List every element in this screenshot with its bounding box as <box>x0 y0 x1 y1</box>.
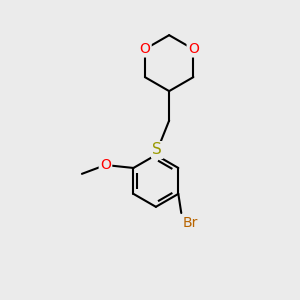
Text: O: O <box>188 42 199 56</box>
Text: O: O <box>140 42 150 56</box>
Text: S: S <box>152 142 162 158</box>
Text: Br: Br <box>183 216 198 230</box>
Text: O: O <box>100 158 111 172</box>
